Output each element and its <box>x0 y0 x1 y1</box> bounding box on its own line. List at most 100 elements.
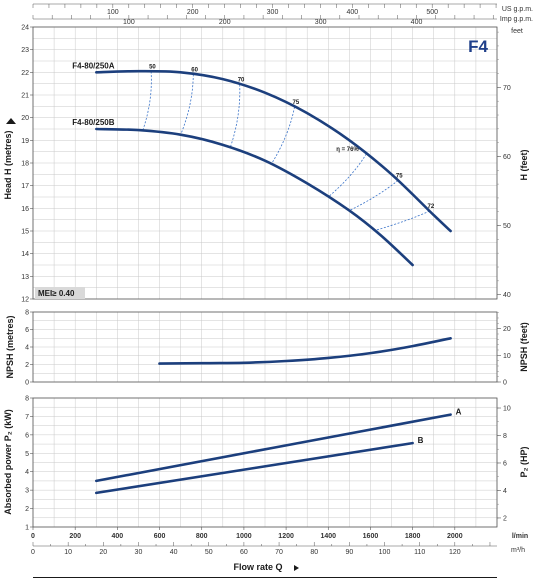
m3h-tick-label: 30 <box>135 549 143 556</box>
power-rtick-label: 10 <box>503 406 511 413</box>
power-curve-label-A: A <box>456 408 462 417</box>
power-curve-label-B: B <box>418 436 424 445</box>
head-ytick-label: 15 <box>21 229 29 236</box>
head-rtick-label: 60 <box>503 154 511 161</box>
lmin-tick-label: 600 <box>154 533 166 540</box>
m3h-tick-label: 110 <box>414 549 425 556</box>
efficiency-line <box>180 74 194 135</box>
head-ytick-label: 21 <box>21 93 29 100</box>
head-ytick-label: 23 <box>21 47 29 54</box>
power-ytick-label: 8 <box>25 396 29 403</box>
power-rtick-label: 6 <box>503 460 507 467</box>
power-ytick-label: 6 <box>25 432 29 439</box>
head-ytick-label: 13 <box>21 274 29 281</box>
us-gpm-tick-label: 400 <box>347 9 359 16</box>
lmin-tick-label: 800 <box>196 533 208 540</box>
imp-gpm-tick-label: 300 <box>315 19 327 26</box>
head-ylabel-arrow <box>6 118 16 124</box>
head-ytick-label: 16 <box>21 206 29 213</box>
efficiency-label: 72 <box>428 204 435 210</box>
us-gpm-tick-label: 100 <box>107 9 119 16</box>
m3h-tick-label: 0 <box>31 549 35 556</box>
head-rtick-label: 40 <box>503 292 511 299</box>
lmin-tick-label: 1400 <box>320 533 336 540</box>
head-rtick-label: 70 <box>503 85 511 92</box>
m3h-tick-label: 80 <box>310 549 318 556</box>
head-ylabel: Head H (metres) <box>3 130 13 199</box>
head-curve-label-B: F4-80/250B <box>72 118 114 127</box>
npsh-ytick-label: 4 <box>25 345 29 352</box>
x-axis-title: Flow rate Q <box>233 562 282 572</box>
power-rtick-label: 8 <box>503 433 507 440</box>
head-ytick-label: 22 <box>21 70 29 77</box>
efficiency-label: 75 <box>293 100 300 106</box>
npsh-rtick-label: 10 <box>503 353 511 360</box>
feet-unit: feet <box>511 28 523 35</box>
m3h-tick-label: 20 <box>99 549 107 556</box>
m3h-tick-label: 40 <box>170 549 178 556</box>
x-axis-arrow <box>294 565 299 571</box>
m3h-tick-label: 10 <box>64 549 72 556</box>
imp-gpm-tick-label: 100 <box>123 19 135 26</box>
mei-annotation: MEI≥ 0.40 <box>38 289 75 298</box>
imp-gpm-tick-label: 400 <box>411 19 423 26</box>
us-gpm-tick-label: 300 <box>267 9 279 16</box>
power-ytick-label: 5 <box>25 451 29 458</box>
npsh-ytick-label: 8 <box>25 310 29 317</box>
us-gpm-unit: US g.p.m. <box>502 6 533 13</box>
us-gpm-tick-label: 200 <box>187 9 199 16</box>
power-ytick-label: 4 <box>25 469 29 476</box>
power-frame <box>32 397 498 528</box>
head-ytick-label: 18 <box>21 161 29 168</box>
efficiency-line <box>328 153 367 198</box>
efficiency-label: 75 <box>396 173 403 179</box>
head-ylabel-right: H (feet) <box>519 149 529 180</box>
us-gpm-tick-label: 500 <box>426 9 438 16</box>
lmin-tick-label: 2000 <box>447 533 463 540</box>
lmin-tick-label: 1600 <box>363 533 379 540</box>
power-ytick-label: 7 <box>25 414 29 421</box>
efficiency-line <box>374 210 430 231</box>
head-ytick-label: 20 <box>21 115 29 122</box>
head-ytick-label: 19 <box>21 138 29 145</box>
npsh-ylabel-right: NPSH (feet) <box>519 322 529 372</box>
power-ytick-label: 2 <box>25 506 29 513</box>
npsh-ytick-label: 6 <box>25 327 29 334</box>
npsh-rtick-label: 0 <box>503 380 507 387</box>
power-ylabel-right: P₂ (HP) <box>519 446 529 477</box>
chart-title: F4 <box>468 37 488 56</box>
head-curve-label-A: F4-80/250A <box>72 61 114 70</box>
imp-gpm-tick-label: 200 <box>219 19 231 26</box>
imp-gpm-unit: Imp g.p.m. <box>500 16 533 23</box>
lmin-tick-label: 0 <box>31 533 35 540</box>
npsh-curve <box>158 337 452 365</box>
npsh-ylabel: NPSH (metres) <box>5 315 15 378</box>
power-ytick-label: 1 <box>25 525 29 532</box>
lmin-tick-label: 1000 <box>236 533 252 540</box>
m3h-tick-label: 100 <box>379 549 391 556</box>
m3h-tick-label: 50 <box>205 549 213 556</box>
npsh-ytick-label: 0 <box>25 380 29 387</box>
m3h-tick-label: 70 <box>275 549 283 556</box>
power-rtick-label: 2 <box>503 515 507 522</box>
head-ytick-label: 24 <box>21 25 29 32</box>
efficiency-line <box>349 180 399 211</box>
efficiency-label: 70 <box>238 78 245 84</box>
efficiency-label: 50 <box>149 65 156 71</box>
head-rtick-label: 50 <box>503 223 511 230</box>
mei-box <box>35 287 85 299</box>
lmin-unit: l/min <box>512 533 528 540</box>
lmin-tick-label: 1200 <box>278 533 294 540</box>
efficiency-line <box>270 106 295 165</box>
power-ylabel: Absorbed power P₂ (kW) <box>3 409 13 515</box>
power-curve-B <box>95 441 414 495</box>
lmin-tick-label: 200 <box>69 533 81 540</box>
lmin-tick-label: 400 <box>112 533 124 540</box>
efficiency-line <box>142 71 152 131</box>
head-ytick-label: 14 <box>21 251 29 258</box>
efficiency-line <box>229 84 241 148</box>
lmin-tick-label: 1800 <box>405 533 421 540</box>
m3h-tick-label: 60 <box>240 549 248 556</box>
